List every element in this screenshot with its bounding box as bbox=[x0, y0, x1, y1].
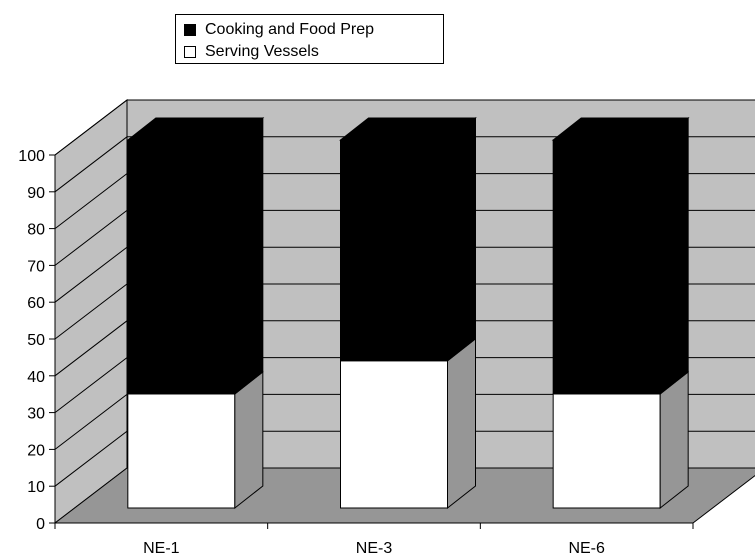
gridline-90 bbox=[54, 136, 755, 193]
y-tick-label-50: 50 bbox=[27, 332, 45, 349]
bar-NE-3-cooking-side bbox=[447, 116, 476, 362]
y-tick-label-20: 20 bbox=[27, 442, 45, 459]
y-tick-label-70: 70 bbox=[27, 258, 45, 275]
y-tick-label-0: 0 bbox=[36, 516, 45, 533]
bar-NE-3-cooking-top bbox=[339, 117, 477, 141]
legend-swatch-cooking bbox=[184, 24, 196, 36]
bar-NE-1-serving-front bbox=[127, 393, 236, 509]
bar-NE-3-cooking-front bbox=[340, 139, 448, 362]
chart-bars bbox=[126, 116, 690, 510]
bar-NE-1-cooking-side bbox=[234, 116, 264, 395]
x-tick-label-NE-6: NE-6 bbox=[568, 540, 605, 557]
bar-NE-1-serving-side bbox=[234, 370, 264, 510]
x-tick-label-NE-1: NE-1 bbox=[143, 540, 180, 557]
gridline-100 bbox=[54, 99, 755, 156]
bar-NE-6-cooking-front bbox=[552, 139, 661, 395]
legend-item-cooking: Cooking and Food Prep bbox=[184, 20, 374, 40]
gridline-60 bbox=[54, 246, 755, 303]
y-tick-label-100: 100 bbox=[18, 148, 45, 165]
bar-NE-1-cooking-top bbox=[126, 117, 265, 141]
bar-NE-6-serving-side bbox=[659, 370, 689, 510]
bar-NE-1-cooking-front bbox=[127, 139, 236, 395]
legend-label-cooking: Cooking and Food Prep bbox=[205, 21, 374, 38]
legend: Cooking and Food Prep Serving Vessels bbox=[175, 14, 444, 64]
bar-NE-6-cooking-side bbox=[659, 116, 689, 395]
bar-NE-6-serving-front bbox=[552, 393, 661, 509]
y-tick-label-30: 30 bbox=[27, 406, 45, 423]
legend-label-serving: Serving Vessels bbox=[205, 43, 319, 60]
bar-NE-3-serving-front bbox=[340, 360, 448, 509]
gridline-10 bbox=[54, 430, 755, 487]
gridline-50 bbox=[54, 283, 755, 340]
bar-NE-6-cooking-top bbox=[551, 117, 690, 141]
chart-labels: 0 10 20 30 40 50 60 70 80 90 100 NE-1 NE-3 NE-6 bbox=[18, 148, 605, 557]
y-tick-label-10: 10 bbox=[27, 479, 45, 496]
y-tick-label-60: 60 bbox=[27, 295, 45, 312]
y-tick-label-80: 80 bbox=[27, 222, 45, 239]
gridline-20 bbox=[54, 393, 755, 450]
legend-item-serving: Serving Vessels bbox=[184, 42, 319, 62]
gridline-70 bbox=[54, 209, 755, 266]
y-tick-label-90: 90 bbox=[27, 185, 45, 202]
gridline-80 bbox=[54, 173, 755, 229]
chart-axes bbox=[49, 154, 694, 529]
chart-gridlines bbox=[54, 99, 755, 487]
x-tick-label-NE-3: NE-3 bbox=[356, 540, 393, 557]
y-tick-label-40: 40 bbox=[27, 369, 45, 386]
gridline-40 bbox=[54, 320, 755, 377]
legend-swatch-serving bbox=[184, 46, 196, 58]
gridline-30 bbox=[54, 357, 755, 413]
bar-NE-3-serving-side bbox=[447, 337, 476, 510]
